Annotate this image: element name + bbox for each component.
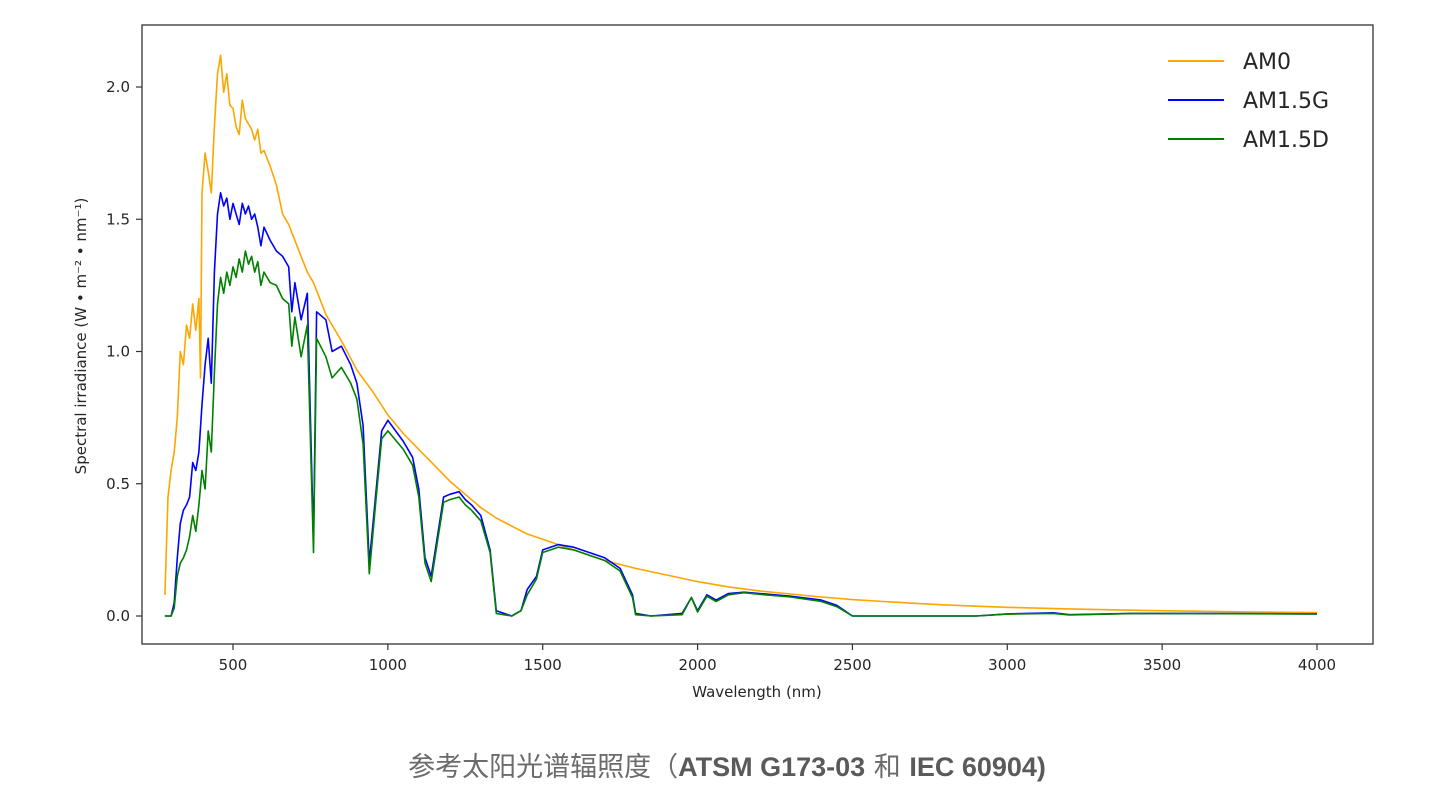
series-line-am15d bbox=[164, 250, 1318, 617]
spectral-irradiance-chart: 500 1000 1500 2000 2500 3000 3500 4000 0.0 0.5 1.… bbox=[72, 24, 1374, 701]
x-axis-label: Wavelength (nm) bbox=[692, 683, 822, 701]
y-axis-label: Spectral irradiance (W • m⁻² • nm⁻¹) bbox=[72, 198, 90, 475]
figure-caption: 参考太阳光谱辐照度（ATSM G173-03 和 IEC 60904) bbox=[0, 745, 1454, 784]
legend-label-am15d: AM1.5D bbox=[1243, 128, 1329, 153]
plot-frame bbox=[141, 24, 1374, 645]
plot-series-layer bbox=[164, 54, 1318, 617]
caption-standard-2: IEC 60904) bbox=[909, 752, 1046, 782]
chart-legend: AM0 AM1.5G AM1.5D bbox=[1168, 50, 1329, 153]
y-tick-label: 0.0 bbox=[106, 607, 130, 625]
series-line-am15g bbox=[164, 192, 1318, 617]
x-tick-label: 500 bbox=[219, 656, 248, 674]
x-tick-label: 2000 bbox=[678, 656, 716, 674]
caption-standard-1: ATSM G173-03 bbox=[678, 752, 866, 782]
legend-label-am15g: AM1.5G bbox=[1243, 89, 1329, 114]
caption-prefix: 参考太阳光谱辐照度（ bbox=[408, 752, 679, 783]
x-tick-label: 3000 bbox=[988, 656, 1026, 674]
y-tick-label: 0.5 bbox=[106, 475, 130, 493]
caption-joiner: 和 bbox=[865, 752, 910, 783]
y-tick-label: 1.5 bbox=[106, 210, 130, 228]
y-tick-label: 2.0 bbox=[106, 78, 130, 96]
x-axis-ticks: 500 1000 1500 2000 2500 3000 3500 4000 bbox=[219, 644, 1336, 674]
x-tick-label: 4000 bbox=[1298, 656, 1336, 674]
x-tick-label: 1500 bbox=[524, 656, 562, 674]
series-line-am0 bbox=[164, 54, 1318, 614]
x-tick-label: 3500 bbox=[1143, 656, 1181, 674]
x-tick-label: 2500 bbox=[833, 656, 871, 674]
y-tick-label: 1.0 bbox=[106, 343, 130, 361]
y-axis-ticks: 0.0 0.5 1.0 1.5 2.0 bbox=[106, 78, 142, 625]
legend-label-am0: AM0 bbox=[1243, 50, 1291, 75]
x-tick-label: 1000 bbox=[369, 656, 407, 674]
